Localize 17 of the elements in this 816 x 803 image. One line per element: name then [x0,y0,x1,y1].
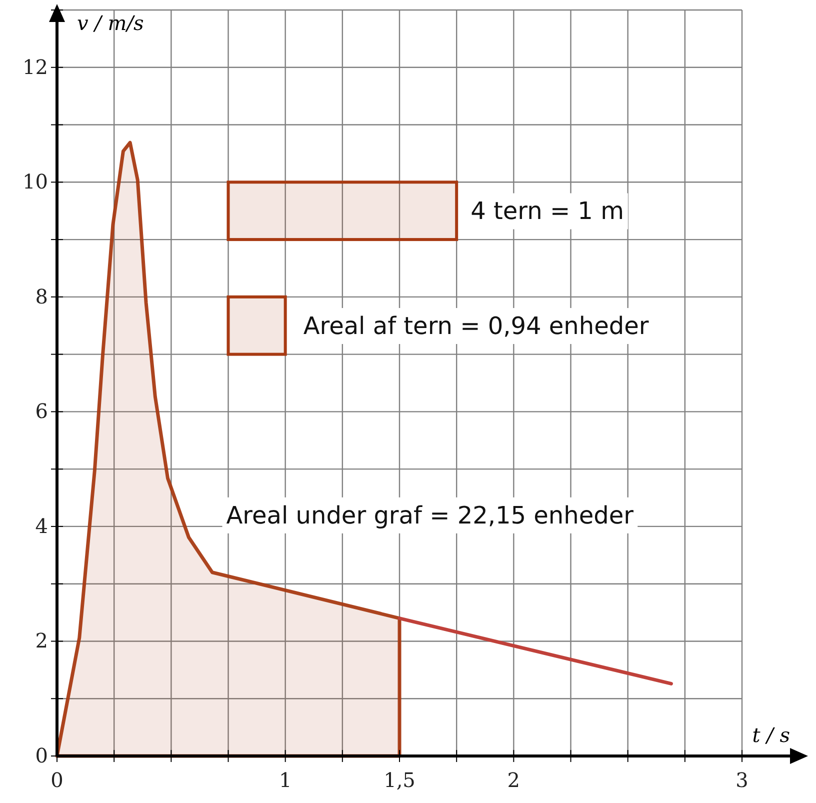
y-tick-label: 0 [35,743,48,768]
x-tick-label: 2 [507,768,520,792]
x-tick-label: 3 [736,768,748,792]
y-tick-label: 8 [35,284,48,308]
y-tick-label: 6 [35,399,48,424]
y-tick-label: 4 [35,514,48,538]
y-tick-label: 10 [22,170,48,194]
x-tick-label: 0 [50,768,64,792]
x-axis-title: t / s [752,723,790,747]
annotation: 4 tern = 1 m [470,197,624,226]
annotation: Areal under graf = 22,15 enheder [226,501,634,530]
annotation: Areal af tern = 0,94 enheder [303,312,649,340]
y-axis-title: v / m/s [77,11,144,35]
y-tick-label: 12 [22,54,48,79]
y-tick-label: 2 [35,628,48,653]
x-tick-label: 1 [278,768,292,792]
x-tick-label: 1,5 [384,768,416,792]
